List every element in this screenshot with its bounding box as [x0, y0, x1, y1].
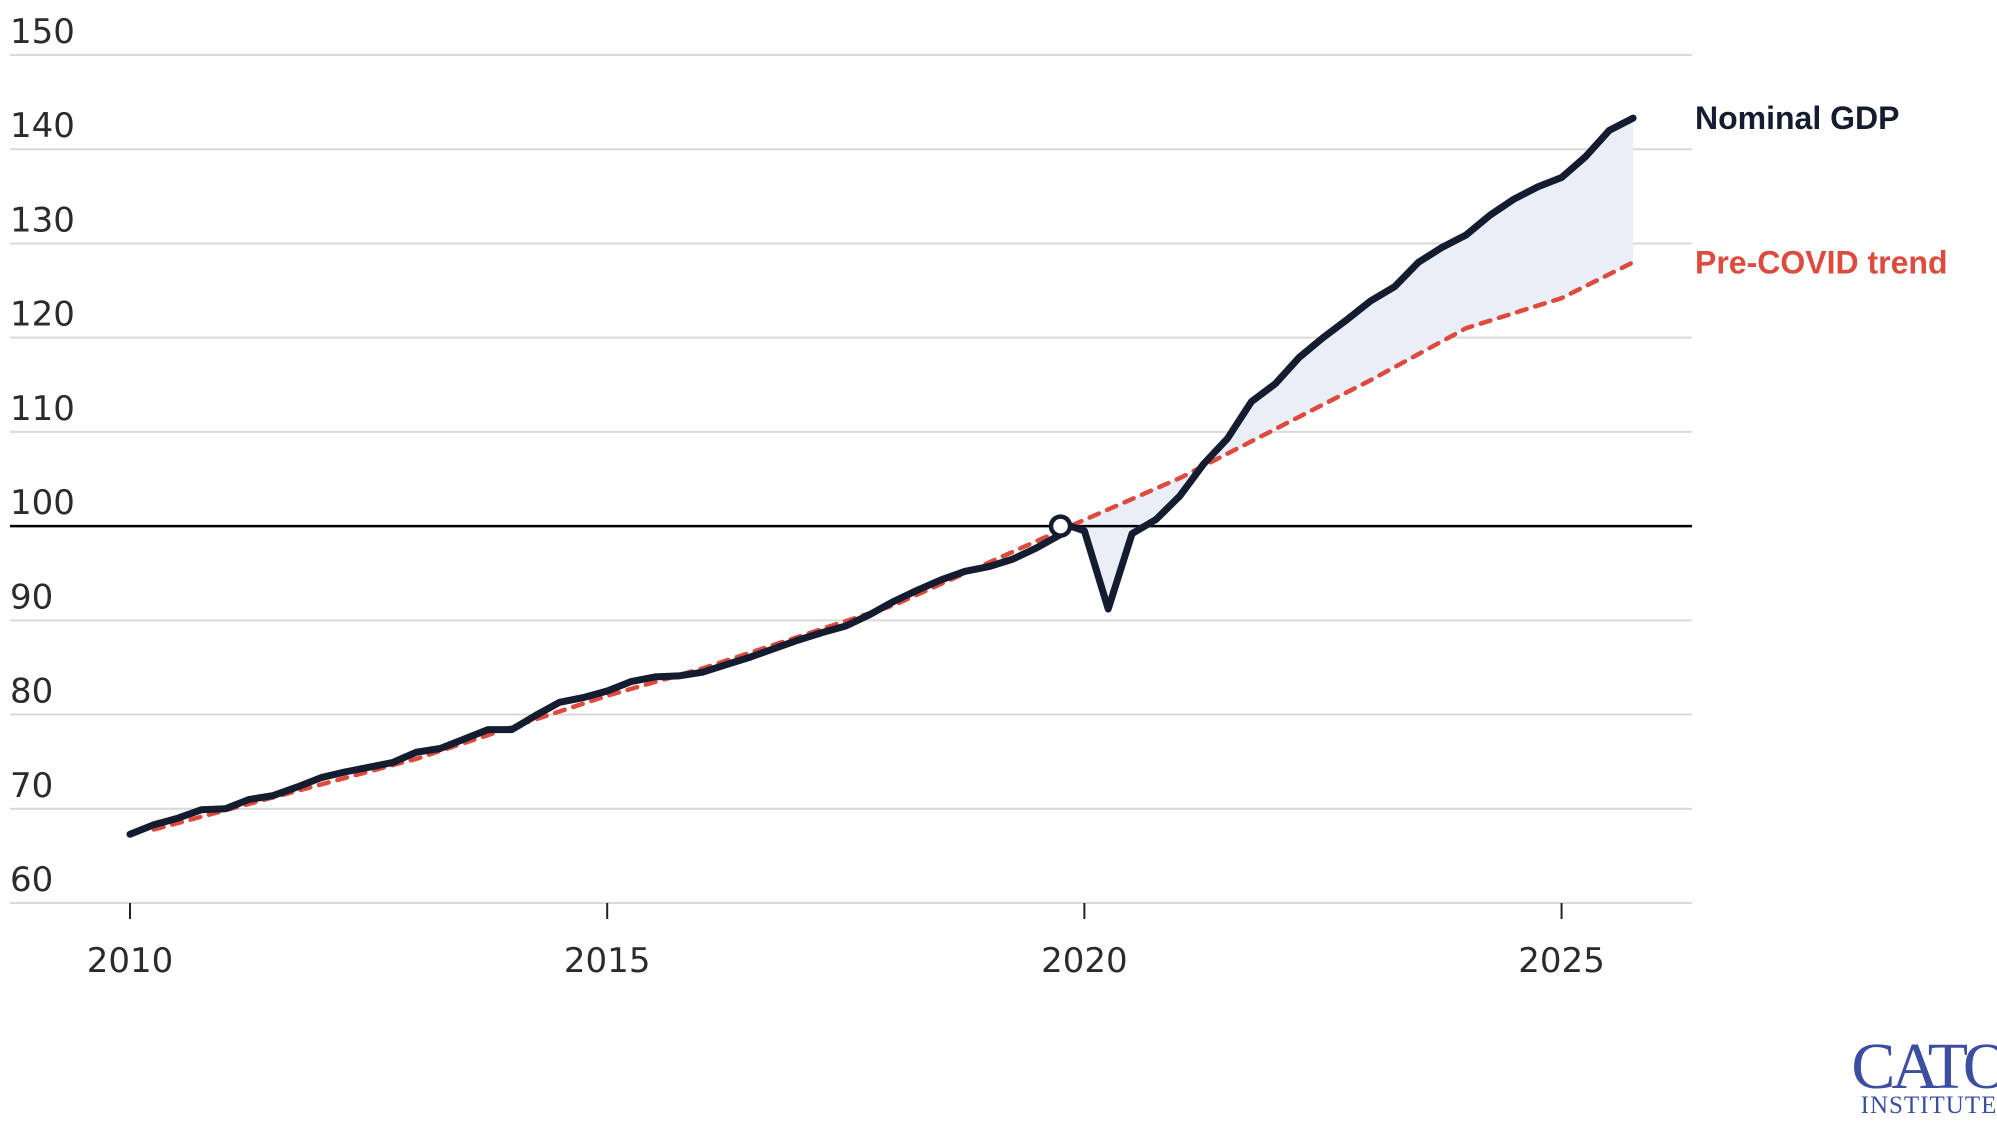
y-tick-label-80: 80 [10, 672, 53, 712]
x-axis: 2010 2015 2020 2025 [87, 903, 1605, 981]
y-tick-label-140: 140 [10, 106, 75, 146]
x-tick-label-2010: 2010 [87, 941, 174, 981]
x-tick-label-2025: 2025 [1518, 941, 1605, 981]
y-tick-label-90: 90 [10, 577, 53, 617]
pre-covid-marker [1048, 514, 1073, 538]
y-tick-label-60: 60 [10, 860, 53, 900]
gdp-line [126, 114, 1637, 838]
gdp-series-label: Nominal GDP [1695, 100, 1899, 136]
y-tick-label-70: 70 [10, 766, 53, 806]
y-axis: 60 70 80 90 100 110 120 130 140 150 [10, 12, 75, 900]
gap-fill-layer [1060, 118, 1634, 610]
y-tick-label-150: 150 [10, 12, 75, 52]
cato-logo: CATO INSTITUTE [1851, 1030, 1997, 1119]
series-labels: Nominal GDP Pre-COVID trend [1695, 100, 1947, 280]
series-layer [126, 114, 1637, 838]
y-tick-label-110: 110 [10, 389, 75, 429]
y-tick-label-120: 120 [10, 295, 75, 335]
x-tick-label-2015: 2015 [564, 941, 651, 981]
y-tick-label-100: 100 [10, 483, 75, 523]
trend-line [151, 260, 1636, 832]
x-tick-label-2020: 2020 [1041, 941, 1128, 981]
gridlines [10, 54, 1692, 904]
y-tick-label-130: 130 [10, 200, 75, 240]
logo-sub-text: INSTITUTE [1861, 1092, 1997, 1119]
trend-series-label: Pre-COVID trend [1695, 244, 1947, 280]
gap-fill [1060, 118, 1634, 610]
logo-main-text: CATO [1851, 1030, 1997, 1103]
